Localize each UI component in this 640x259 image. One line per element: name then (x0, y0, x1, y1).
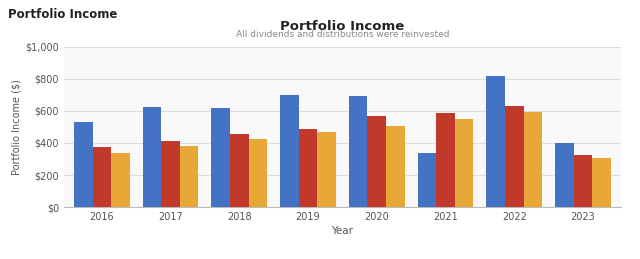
Y-axis label: Portfolio Income ($): Portfolio Income ($) (12, 79, 21, 175)
Bar (436, 113, 455, 207)
X-axis label: Year: Year (332, 226, 353, 236)
Bar (367, 117, 386, 207)
Bar (143, 107, 161, 207)
Bar (592, 158, 611, 207)
Bar (317, 132, 336, 207)
Bar (505, 106, 524, 207)
Text: All dividends and distributions were reinvested: All dividends and distributions were rei… (236, 30, 449, 39)
Bar (111, 153, 130, 207)
Text: Portfolio Income: Portfolio Income (8, 8, 117, 21)
Bar (180, 146, 198, 207)
Bar (74, 122, 93, 207)
Bar (555, 143, 573, 207)
Bar (349, 96, 367, 207)
Bar (486, 76, 505, 207)
Bar (455, 119, 474, 207)
Bar (386, 126, 404, 207)
Bar (211, 109, 230, 207)
Bar (161, 141, 180, 207)
Bar (299, 128, 317, 207)
Bar (93, 147, 111, 207)
Bar (230, 134, 248, 207)
Bar (248, 139, 267, 207)
Bar (524, 112, 542, 207)
Bar (280, 95, 299, 207)
Bar (573, 155, 592, 207)
Title: Portfolio Income: Portfolio Income (280, 20, 404, 33)
Bar (418, 153, 436, 207)
